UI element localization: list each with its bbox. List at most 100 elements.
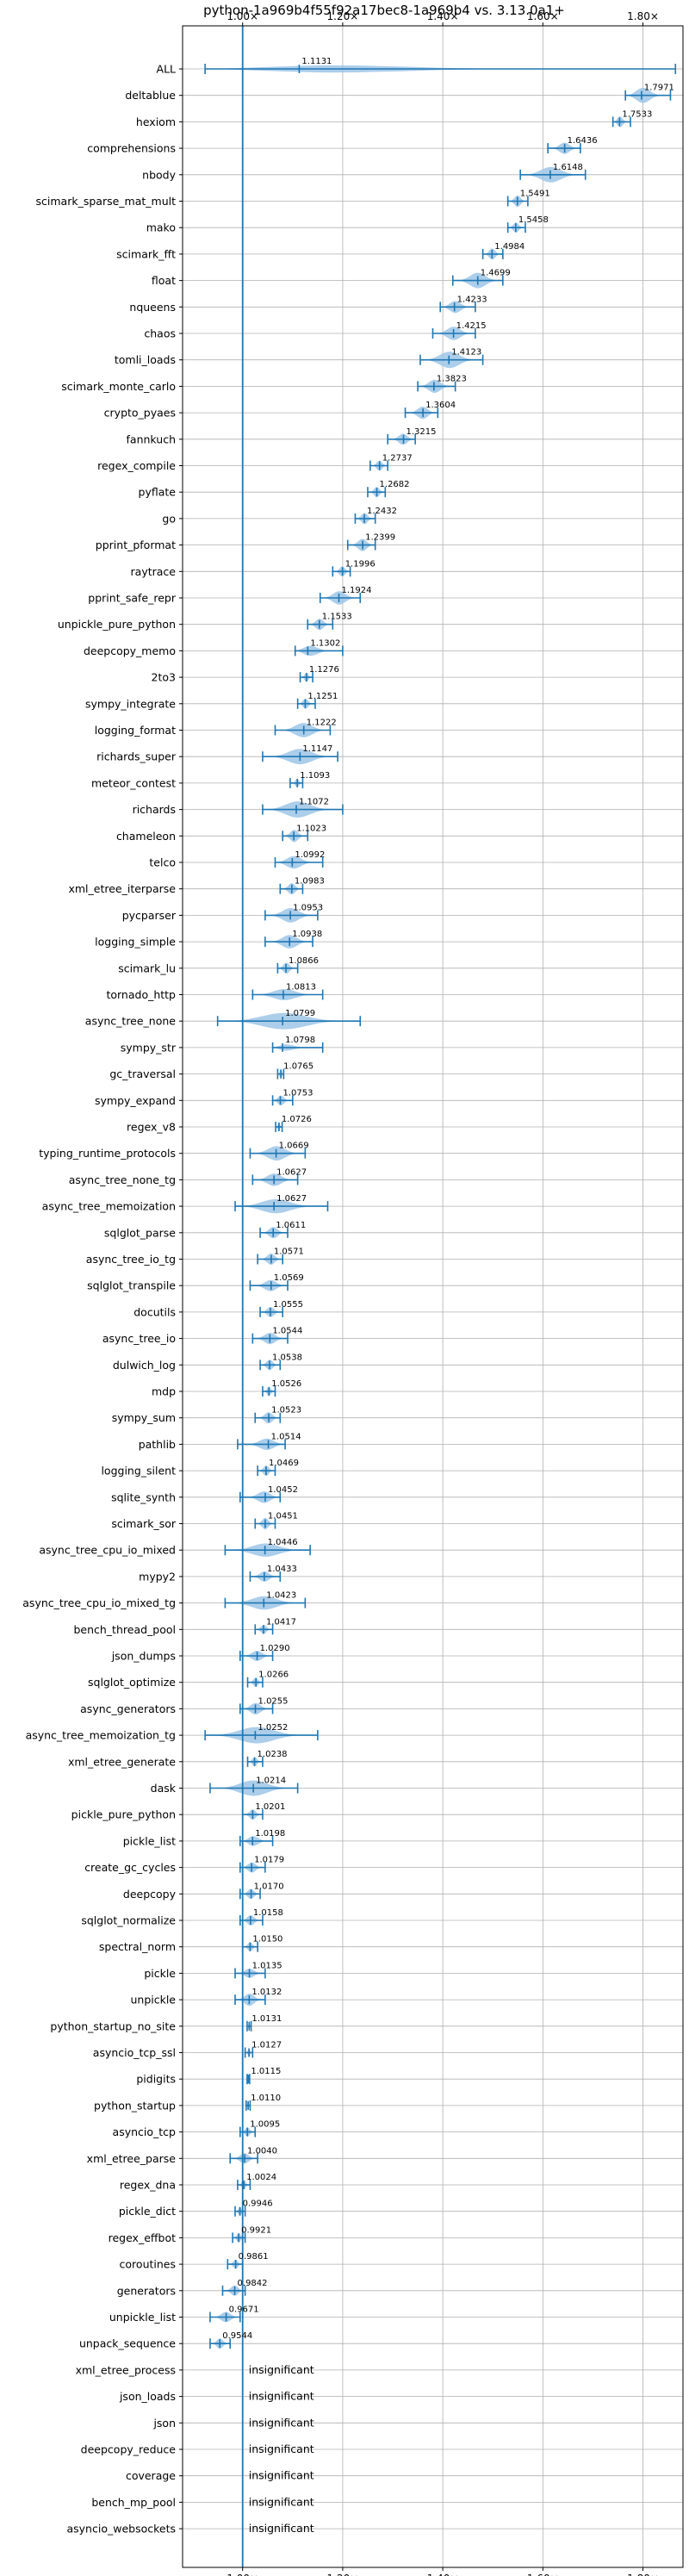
value-label: 1.0953 <box>293 903 323 912</box>
value-label: 1.0983 <box>295 877 325 887</box>
category-label: hexiom <box>136 115 176 128</box>
category-label: spectral_norm <box>99 1940 176 1953</box>
value-label: 1.2737 <box>382 454 413 464</box>
category-label: pathlib <box>139 1438 176 1451</box>
category-label: unpickle <box>130 1994 176 2007</box>
value-label: 1.1093 <box>300 771 330 781</box>
category-label: asyncio_websockets <box>66 2523 176 2536</box>
category-label: pickle_dict <box>119 2205 176 2218</box>
category-label: sympy_str <box>121 1041 177 1054</box>
value-label: 1.1251 <box>307 692 338 701</box>
value-label: 1.2682 <box>380 480 410 489</box>
category-label: chaos <box>144 327 176 340</box>
value-label: 1.0135 <box>252 1961 282 1970</box>
value-label: 1.0024 <box>246 2173 276 2182</box>
category-label: dulwich_log <box>113 1359 176 1372</box>
category-label: pickle <box>144 1967 176 1980</box>
value-label: 1.0417 <box>266 1617 296 1627</box>
value-label: 1.1072 <box>299 798 329 807</box>
category-label: meteor_contest <box>91 776 176 789</box>
value-label: 1.3604 <box>425 401 456 410</box>
category-label: logging_format <box>95 724 176 737</box>
x-tick-label-bottom: 1.20× <box>327 2573 359 2576</box>
category-label: scimark_sor <box>111 1517 176 1530</box>
value-label: 0.9544 <box>222 2331 252 2341</box>
value-label: 1.0158 <box>253 1908 283 1918</box>
value-label: 1.1023 <box>296 824 326 833</box>
value-label: 1.0544 <box>272 1327 302 1336</box>
category-label: richards_super <box>96 750 177 763</box>
value-label: 1.0514 <box>271 1432 301 1441</box>
value-label: 0.9921 <box>241 2225 271 2235</box>
plot-frame <box>182 25 684 2568</box>
value-label: 1.6436 <box>568 136 598 146</box>
category-label: async_tree_none <box>85 1015 177 1028</box>
value-label: 1.0523 <box>271 1406 301 1416</box>
category-label: python_startup_no_site <box>50 2019 176 2032</box>
value-label: 1.0451 <box>268 1512 298 1521</box>
category-label: pprint_pformat <box>96 538 176 551</box>
category-label: go <box>162 512 176 525</box>
value-label: 1.3823 <box>437 374 467 383</box>
value-label: 1.1302 <box>310 638 340 648</box>
value-label: 1.1222 <box>307 719 337 728</box>
category-label: sqlglot_transpile <box>87 1279 176 1292</box>
category-label: raytrace <box>131 565 177 578</box>
value-label: 1.4123 <box>451 348 481 358</box>
x-tick-label-bottom: 1.80× <box>627 2573 659 2576</box>
value-label: 1.4215 <box>456 321 487 331</box>
value-label: 1.0255 <box>258 1696 289 1706</box>
value-label: 1.0569 <box>274 1273 304 1283</box>
value-label: 1.0252 <box>258 1723 288 1733</box>
category-label: tomli_loads <box>115 353 176 366</box>
value-label: 1.1924 <box>342 586 372 595</box>
category-label: create_gc_cycles <box>84 1861 176 1874</box>
category-label: async_tree_io <box>102 1332 176 1345</box>
category-label: async_tree_memoization <box>42 1200 176 1213</box>
category-label: python_startup <box>94 2099 176 2112</box>
value-label: 1.7533 <box>622 109 652 119</box>
x-tick-label-bottom: 1.00× <box>227 2573 258 2576</box>
category-label: unpickle_list <box>109 2311 176 2324</box>
value-label: 1.3215 <box>407 427 437 437</box>
category-label: pidigits <box>136 2073 176 2086</box>
value-label: 1.5458 <box>518 215 549 225</box>
value-label: 0.9861 <box>239 2252 269 2262</box>
value-label: 1.0179 <box>254 1856 284 1865</box>
category-label: bench_thread_pool <box>73 1623 176 1636</box>
x-tick-label-bottom: 1.60× <box>527 2573 559 2576</box>
value-label: 1.0238 <box>258 1750 288 1759</box>
value-label: 1.0799 <box>285 1009 315 1018</box>
value-label: 1.0433 <box>267 1565 297 1574</box>
category-label: scimark_fft <box>116 247 176 260</box>
category-label: pyflate <box>139 486 177 499</box>
category-label: json_dumps <box>111 1650 176 1663</box>
category-label: xml_etree_process <box>76 2363 176 2376</box>
value-label: 1.0571 <box>274 1248 304 1257</box>
x-tick-label-top: 1.80× <box>627 10 659 22</box>
value-label: 0.9671 <box>229 2305 259 2315</box>
value-label: 1.4699 <box>481 269 511 278</box>
category-label: xml_etree_generate <box>68 1755 176 1768</box>
category-label: coroutines <box>120 2258 176 2271</box>
value-label: 1.0423 <box>266 1591 296 1601</box>
value-label: 1.7971 <box>644 84 674 93</box>
insignificant-label: insignificant <box>249 2363 314 2376</box>
category-label: deltablue <box>125 89 176 102</box>
insignificant-label: insignificant <box>249 2442 314 2455</box>
category-label: regex_compile <box>97 459 176 472</box>
category-label: async_tree_cpu_io_mixed_tg <box>22 1596 176 1609</box>
x-tick-label-top: 1.20× <box>327 10 359 22</box>
value-label: 1.0266 <box>258 1671 289 1680</box>
category-label: async_tree_io_tg <box>86 1253 176 1266</box>
value-label: 1.0669 <box>279 1142 309 1151</box>
value-label: 1.1533 <box>322 613 352 622</box>
value-label: 1.6148 <box>553 163 583 172</box>
category-label: sympy_integrate <box>85 697 176 710</box>
category-label: unpickle_pure_python <box>58 618 176 631</box>
category-label: dask <box>151 1782 177 1795</box>
insignificant-label: insignificant <box>249 2495 314 2508</box>
value-label: 1.0526 <box>271 1379 301 1389</box>
value-label: 1.0992 <box>295 850 325 860</box>
insignificant-label: insignificant <box>249 2416 314 2429</box>
